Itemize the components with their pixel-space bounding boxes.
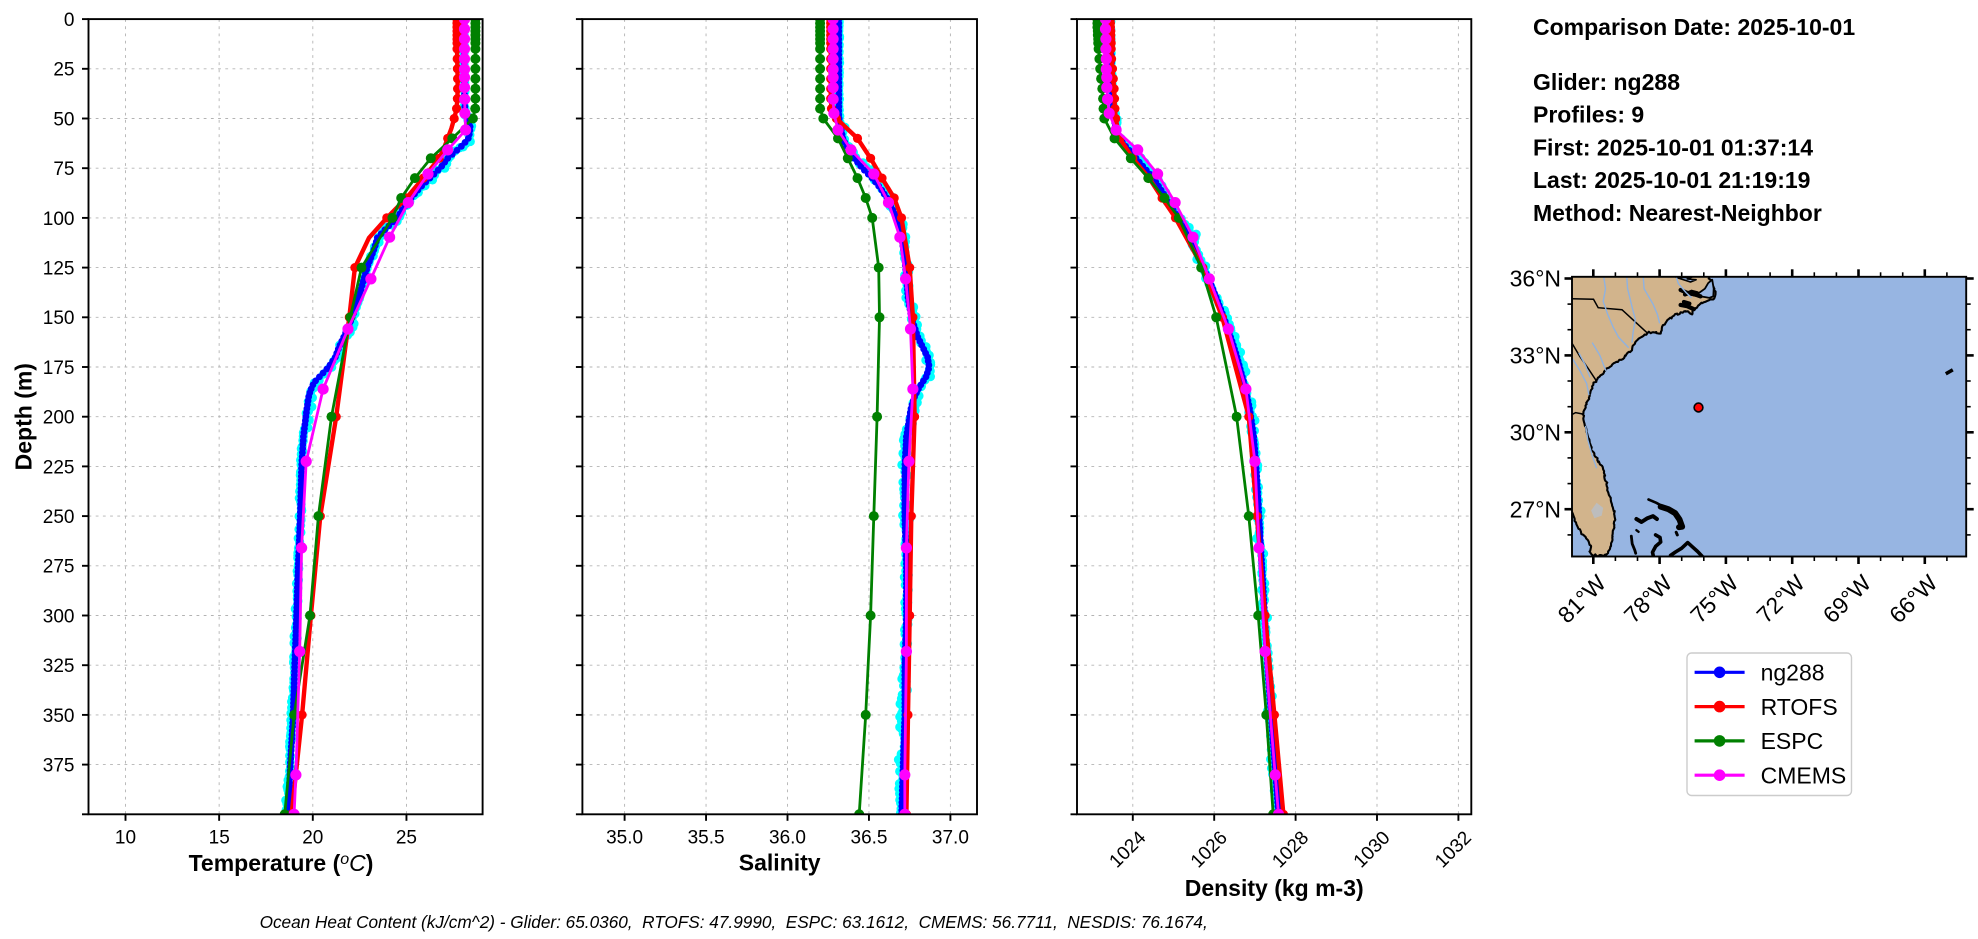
svg-text:25: 25: [396, 827, 417, 848]
svg-text:Method: Nearest-Neighbor: Method: Nearest-Neighbor: [1533, 200, 1822, 226]
svg-text:Density (kg m-3): Density (kg m-3): [1185, 875, 1364, 901]
svg-text:100: 100: [43, 209, 75, 230]
svg-text:36.0: 36.0: [769, 827, 806, 848]
svg-text:Profiles: 9: Profiles: 9: [1533, 102, 1644, 128]
svg-text:35.0: 35.0: [606, 827, 643, 848]
svg-text:Last: 2025-10-01 21:19:19: Last: 2025-10-01 21:19:19: [1533, 167, 1810, 193]
svg-text:27°N: 27°N: [1510, 496, 1561, 522]
svg-text:Glider: ng288: Glider: ng288: [1533, 69, 1680, 95]
svg-text:25: 25: [53, 60, 74, 81]
svg-text:First: 2025-10-01 01:37:14: First: 2025-10-01 01:37:14: [1533, 134, 1813, 160]
svg-text:37.0: 37.0: [932, 827, 969, 848]
svg-text:225: 225: [43, 457, 75, 478]
svg-text:36.5: 36.5: [851, 827, 888, 848]
svg-text:33°N: 33°N: [1510, 343, 1561, 369]
svg-text:300: 300: [43, 606, 75, 627]
svg-text:375: 375: [43, 756, 75, 777]
svg-text:150: 150: [43, 308, 75, 329]
svg-text:350: 350: [43, 706, 75, 727]
svg-text:0: 0: [64, 10, 75, 31]
svg-text:250: 250: [43, 507, 75, 528]
svg-text:75: 75: [53, 159, 74, 180]
svg-text:10: 10: [115, 827, 136, 848]
svg-text:200: 200: [43, 408, 75, 429]
svg-text:RTOFS: RTOFS: [1761, 694, 1838, 720]
svg-text:Comparison Date: 2025-10-01: Comparison Date: 2025-10-01: [1533, 14, 1855, 40]
svg-text:175: 175: [43, 358, 75, 379]
svg-text:ESPC: ESPC: [1761, 728, 1824, 754]
svg-text:15: 15: [209, 827, 230, 848]
svg-text:CMEMS: CMEMS: [1761, 762, 1847, 788]
svg-text:Depth (m): Depth (m): [11, 363, 37, 470]
svg-text:275: 275: [43, 557, 75, 578]
svg-text:20: 20: [302, 827, 323, 848]
svg-text:125: 125: [43, 259, 75, 280]
svg-text:50: 50: [53, 109, 74, 130]
svg-text:30°N: 30°N: [1510, 420, 1561, 446]
svg-text:ng288: ng288: [1761, 660, 1825, 686]
svg-text:Ocean Heat Content (kJ/cm^2) -: Ocean Heat Content (kJ/cm^2) - Glider: 6…: [260, 912, 1208, 932]
svg-text:325: 325: [43, 656, 75, 677]
svg-text:36°N: 36°N: [1510, 266, 1561, 292]
svg-text:Salinity: Salinity: [739, 850, 821, 876]
svg-text:35.5: 35.5: [688, 827, 725, 848]
